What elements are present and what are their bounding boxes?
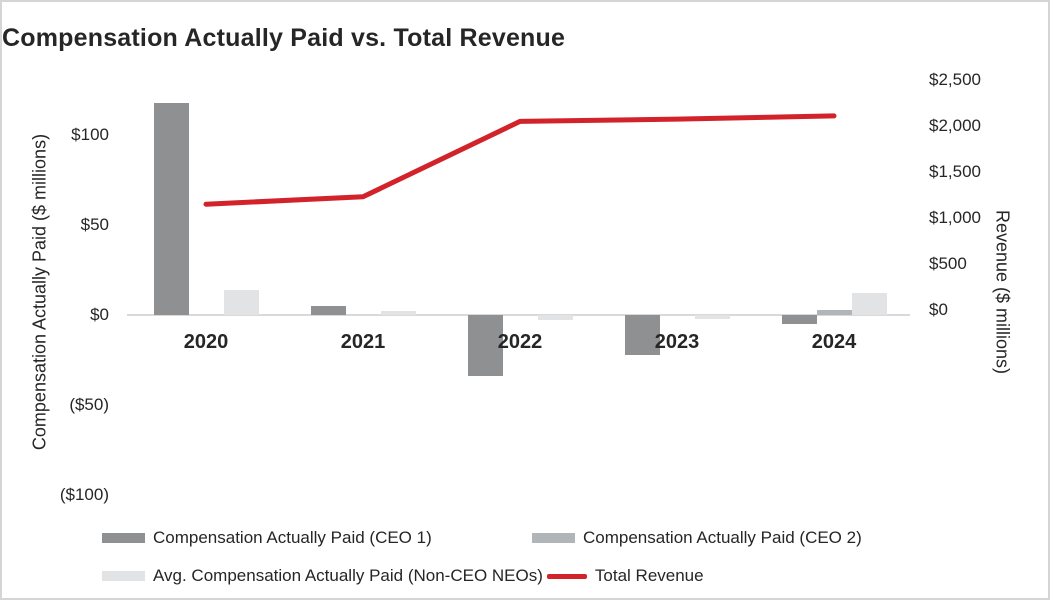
left-axis-tick: ($50) bbox=[69, 395, 109, 414]
bar-series2-2024 bbox=[816, 309, 852, 315]
bar-series3-2023 bbox=[694, 315, 730, 319]
bar-series1-2021 bbox=[310, 306, 346, 315]
legend-label: Avg. Compensation Actually Paid (Non-CEO… bbox=[153, 566, 543, 585]
right-axis-tick: $1,000 bbox=[929, 208, 981, 227]
legend-bar-swatch bbox=[102, 571, 145, 581]
total-revenue-line bbox=[203, 113, 837, 207]
legend-label: Compensation Actually Paid (CEO 2) bbox=[583, 528, 862, 547]
bar-series3-2020 bbox=[223, 289, 259, 315]
left-axis-tick: $100 bbox=[71, 125, 109, 144]
legend-item: Avg. Compensation Actually Paid (Non-CEO… bbox=[102, 566, 543, 586]
x-axis-category-label: 2021 bbox=[340, 331, 386, 353]
right-axis-tick: $500 bbox=[929, 254, 967, 273]
legend-item: Compensation Actually Paid (CEO 2) bbox=[532, 528, 862, 548]
chart-title: Compensation Actually Paid vs. Total Rev… bbox=[2, 24, 566, 52]
left-axis-tick: $50 bbox=[80, 215, 109, 234]
bar-series3-2021 bbox=[380, 311, 416, 315]
legend-bar-swatch bbox=[532, 533, 575, 543]
x-axis-category-label: 2022 bbox=[497, 331, 543, 353]
legend-item: Compensation Actually Paid (CEO 1) bbox=[102, 528, 432, 548]
legend-label: Total Revenue bbox=[594, 566, 704, 585]
right-axis-tick: $2,500 bbox=[929, 70, 981, 89]
legend-item: Total Revenue bbox=[546, 566, 704, 586]
left-axis-tick: $0 bbox=[90, 305, 109, 324]
legend-row-2: Avg. Compensation Actually Paid (Non-CEO… bbox=[102, 566, 704, 586]
x-axis-category-label: 2020 bbox=[183, 331, 229, 353]
left-axis-tick: ($100) bbox=[59, 485, 109, 504]
bar-series3-2022 bbox=[537, 315, 573, 321]
bar-series3-2024 bbox=[851, 293, 887, 315]
legend-label: Compensation Actually Paid (CEO 1) bbox=[153, 528, 432, 547]
right-axis-tick: $0 bbox=[929, 300, 948, 319]
bar-series1-2022 bbox=[467, 315, 503, 377]
bar-series1-2023 bbox=[624, 315, 660, 355]
bar-series1-2020 bbox=[153, 102, 189, 315]
x-axis-line bbox=[127, 314, 910, 316]
x-axis-category-label: 2024 bbox=[811, 331, 857, 353]
legend-line-swatch bbox=[546, 573, 587, 579]
x-axis-category-label: 2023 bbox=[654, 331, 700, 353]
legend-bar-swatch bbox=[102, 533, 145, 543]
right-axis-title: Revenue ($ millions) bbox=[992, 209, 1013, 375]
right-axis-tick: $2,000 bbox=[929, 116, 981, 135]
right-axis-tick: $1,500 bbox=[929, 162, 981, 181]
bar-series1-2024 bbox=[781, 315, 817, 324]
